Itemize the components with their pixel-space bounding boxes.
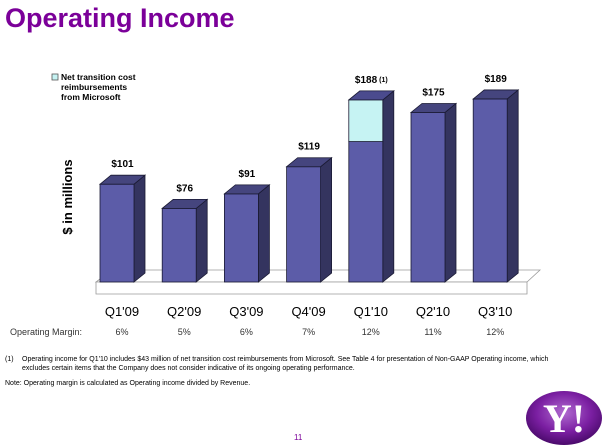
category-label-1: Q1'09	[105, 304, 139, 319]
bar-top-2	[161, 198, 209, 209]
data-label-2: $76	[176, 183, 193, 194]
category-label-5: Q1'10	[354, 304, 388, 319]
bar-top-4	[285, 157, 333, 168]
bar-side-5	[382, 90, 395, 283]
category-label-4: Q4'09	[291, 304, 325, 319]
data-label-5: $188 (1)	[355, 75, 388, 86]
footnote-text-continued: excludes certain items that the Company …	[22, 365, 355, 372]
category-label-2: Q2'09	[167, 304, 201, 319]
category-label-3: Q3'09	[229, 304, 263, 319]
chart-floor-edge	[95, 281, 528, 295]
bar-top-1	[98, 174, 147, 185]
bar-side-2	[195, 198, 208, 283]
operating-margin-4: 7%	[302, 327, 315, 337]
data-label-3: $91	[239, 169, 256, 180]
page-title: Operating Income	[5, 3, 235, 33]
bar-side-4	[320, 156, 333, 283]
operating-margin-6: 11%	[424, 327, 441, 337]
operating-margin-label: Operating Margin:	[10, 327, 82, 337]
data-label-7: $189	[485, 74, 508, 85]
operating-margin-3: 6%	[240, 327, 253, 337]
operating-margin-7: 12%	[486, 327, 504, 337]
operating-margin-note: Note: Operating margin is calculated as …	[5, 380, 251, 387]
legend-swatch	[51, 73, 59, 81]
bar-top-7	[472, 89, 520, 100]
legend-label-line-1: Net transition cost	[61, 72, 136, 82]
bar-top-6	[409, 103, 458, 113]
bar-4	[286, 166, 322, 283]
bar-side-1	[133, 174, 146, 283]
footnote-text: Operating income for Q1'10 includes $43 …	[22, 356, 549, 363]
legend-label-line-3: from Microsoft	[61, 92, 121, 102]
y-axis-label: $ in millions	[60, 159, 75, 234]
operating-margin-2: 5%	[178, 327, 191, 337]
bar-1	[99, 183, 135, 283]
page-number: 11	[294, 433, 303, 442]
category-label-6: Q2'10	[416, 304, 450, 319]
yahoo-logo: Y!	[526, 391, 602, 445]
data-label-6: $175	[422, 87, 445, 98]
bar-top-3	[223, 184, 271, 195]
bar-side-7	[506, 89, 519, 283]
bar-3	[223, 193, 259, 283]
bar-top-5	[347, 90, 395, 101]
category-label-7: Q3'10	[478, 304, 512, 319]
footnote-marker: (1)	[5, 356, 14, 363]
bar-6	[410, 112, 446, 283]
legend-label-line-2: reimbursements	[61, 82, 127, 92]
operating-margin-5: 12%	[362, 327, 380, 337]
data-label-4: $119	[298, 142, 320, 153]
bar-side-6	[444, 102, 457, 283]
bar-5	[348, 141, 384, 283]
data-label-1: $101	[111, 159, 134, 170]
bar-side-3	[257, 184, 270, 283]
operating-margin-1: 6%	[115, 327, 128, 337]
bar-2	[161, 207, 197, 283]
bar-7	[472, 98, 508, 283]
logo-text: Y!	[543, 396, 585, 441]
data-label-note-5: (1)	[379, 77, 388, 84]
bar-reimbursement-segment-5	[348, 99, 384, 142]
